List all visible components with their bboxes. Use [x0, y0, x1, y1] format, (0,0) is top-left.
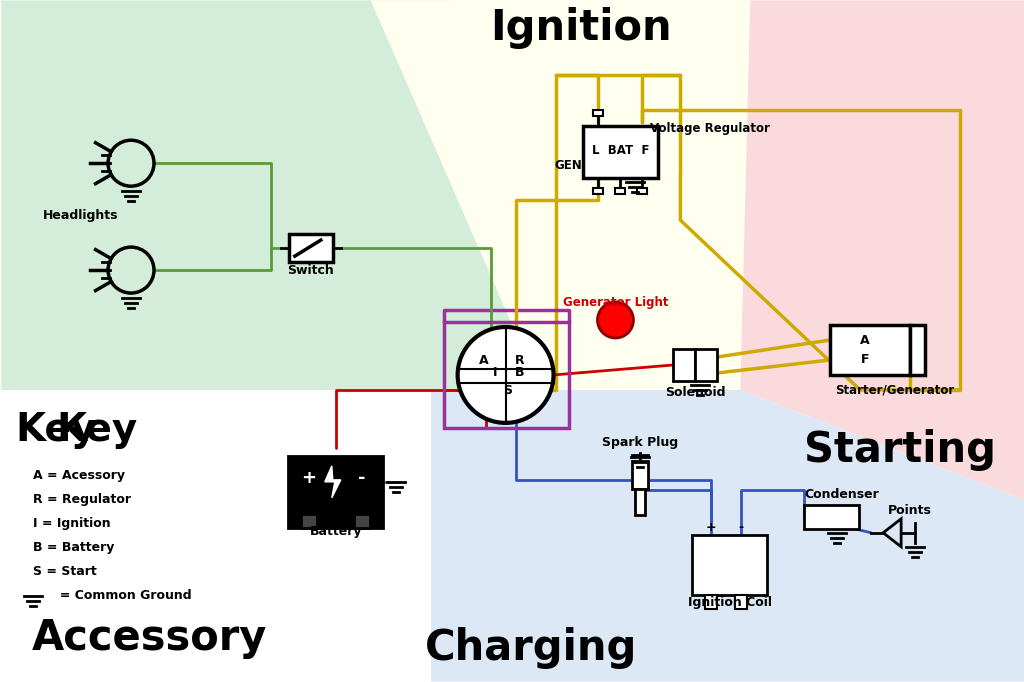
Text: +: +: [706, 521, 717, 534]
Text: I: I: [494, 366, 498, 379]
Bar: [288, 456, 383, 528]
Bar: [804, 505, 859, 529]
Text: A: A: [479, 355, 488, 368]
Text: Starting: Starting: [804, 429, 996, 471]
Polygon shape: [325, 466, 341, 498]
Text: Charging: Charging: [424, 627, 637, 668]
Circle shape: [597, 302, 634, 338]
Text: B = Battery: B = Battery: [33, 542, 115, 554]
Bar: [301, 514, 316, 528]
Bar: [638, 188, 647, 194]
Bar: [289, 234, 333, 262]
Text: A: A: [860, 333, 870, 346]
Text: Generator Light: Generator Light: [563, 295, 669, 308]
Bar: [583, 126, 658, 178]
Polygon shape: [431, 390, 1024, 681]
Text: Spark Plug: Spark Plug: [602, 436, 679, 449]
Polygon shape: [371, 1, 841, 390]
Text: L  BAT  F: L BAT F: [592, 144, 649, 157]
Text: Key: Key: [56, 411, 137, 449]
Bar: [594, 110, 603, 116]
Bar: [692, 535, 767, 595]
Text: S = Start: S = Start: [33, 565, 97, 578]
Text: Accessory: Accessory: [32, 617, 266, 659]
Polygon shape: [740, 1, 1024, 500]
Bar: [633, 461, 648, 489]
Bar: [353, 514, 370, 528]
Text: +: +: [301, 469, 316, 487]
Text: Points: Points: [888, 504, 932, 518]
Bar: [830, 325, 910, 375]
Text: Voltage Regulator: Voltage Regulator: [650, 122, 770, 135]
Text: GEN: GEN: [555, 159, 583, 172]
Bar: [910, 325, 925, 375]
Text: -: -: [738, 521, 743, 534]
Text: Headlights: Headlights: [43, 209, 119, 222]
Text: R = Regulator: R = Regulator: [33, 493, 131, 506]
Text: Condenser: Condenser: [805, 488, 880, 501]
Text: S: S: [503, 385, 512, 398]
Text: Key: Key: [15, 411, 96, 449]
Polygon shape: [1, 390, 431, 681]
Text: Switch: Switch: [288, 263, 334, 277]
Text: Ignition: Ignition: [489, 8, 672, 49]
Text: B: B: [515, 366, 524, 379]
Bar: [735, 595, 748, 609]
Bar: [443, 322, 568, 428]
Text: = Common Ground: = Common Ground: [51, 589, 191, 602]
Bar: [695, 349, 718, 381]
Text: Starter/Generator: Starter/Generator: [836, 383, 954, 396]
Bar: [615, 188, 626, 194]
Circle shape: [458, 327, 554, 423]
Text: I = Ignition: I = Ignition: [33, 517, 111, 531]
Bar: [636, 489, 645, 515]
Text: Solenoid: Solenoid: [666, 387, 726, 400]
Text: F: F: [861, 353, 869, 366]
Text: A = Acessory: A = Acessory: [33, 469, 125, 482]
Text: -: -: [358, 469, 366, 487]
Bar: [674, 349, 695, 381]
Text: R: R: [515, 355, 524, 368]
Text: Ignition Coil: Ignition Coil: [688, 596, 772, 609]
Polygon shape: [1, 1, 541, 390]
Text: Battery: Battery: [309, 525, 362, 538]
Bar: [594, 188, 603, 194]
Bar: [706, 595, 718, 609]
